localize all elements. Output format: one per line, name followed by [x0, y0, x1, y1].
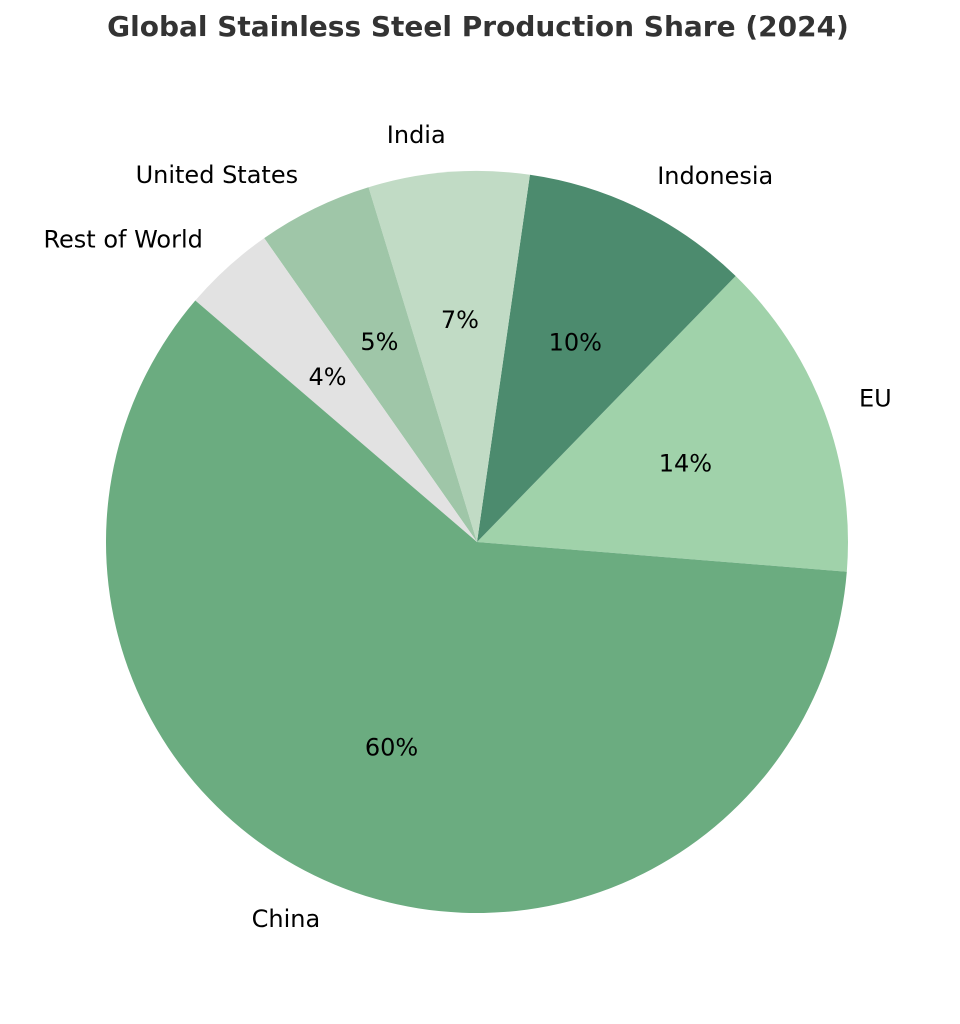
pie-slice-label-eu: EU: [859, 384, 892, 412]
pie-percent-label-india: 7%: [441, 306, 479, 334]
pie-percent-label-china: 60%: [365, 734, 418, 762]
pie-slice-label-india: India: [387, 121, 446, 149]
pie-slice-india: [368, 170, 530, 542]
pie-percent-label-rest-of-world: 4%: [308, 363, 346, 391]
chart-title: Global Stainless Steel Production Share …: [107, 10, 849, 43]
pie-slice-label-rest-of-world: Rest of World: [43, 226, 202, 254]
pie-slice-label-indonesia: Indonesia: [657, 162, 773, 190]
pie-slice-rest-of-world: [195, 238, 477, 542]
pie-slice-united-states: [264, 187, 477, 542]
pie-slice-eu: [477, 276, 848, 572]
pie-slice-label-united-states: United States: [136, 161, 299, 189]
pie-slice-china: [105, 300, 847, 914]
pie-percent-label-eu: 14%: [659, 450, 712, 478]
pie-percent-label-indonesia: 10%: [549, 328, 602, 356]
pie-percent-label-united-states: 5%: [360, 328, 398, 356]
pie-slice-label-china: China: [252, 905, 321, 933]
pie-slice-indonesia: [477, 174, 736, 543]
